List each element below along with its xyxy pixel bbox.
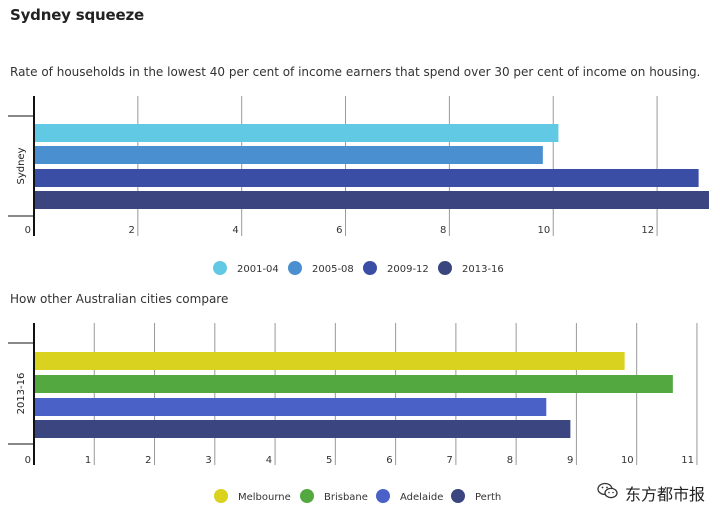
cities-category-label: 2013-16	[16, 373, 27, 415]
sydney-bar-2001-04	[35, 124, 559, 142]
chart-subtitle: Rate of households in the lowest 40 per …	[10, 65, 701, 79]
cities-legend-swatch	[300, 489, 314, 503]
cities-x-tick-label: 11	[681, 455, 694, 466]
watermark-text: 东方都市报	[624, 485, 705, 504]
cities-legend-swatch	[376, 489, 390, 503]
cities-x-tick-label: 5	[326, 455, 332, 466]
cities-x-tick-label: 10	[621, 455, 634, 466]
sydney-x-tick-label: 8	[440, 225, 446, 236]
sydney-legend-swatch	[288, 261, 302, 275]
cities-legend-label: Brisbane	[324, 492, 368, 503]
sydney-legend-label: 2013-16	[462, 264, 504, 275]
sydney-legend-swatch	[213, 261, 227, 275]
cities-x-tick-label: 9	[567, 455, 573, 466]
sydney-x-tick-label: 2	[128, 225, 134, 236]
sydney-bar-2005-08	[35, 146, 543, 164]
cities-x-tick-label: 3	[205, 455, 211, 466]
cities-x-tick-label: 2	[145, 455, 151, 466]
cities-bar-melbourne	[35, 352, 625, 370]
sydney-category-label: Sydney	[16, 147, 27, 184]
sydney-x-tick-label: 10	[537, 225, 550, 236]
sydney-legend-swatch	[438, 261, 452, 275]
cities-x-tick-label: 4	[266, 455, 272, 466]
cities-x-tick-label: 0	[25, 455, 31, 466]
wechat-icon	[597, 482, 619, 504]
sydney-legend-swatch	[363, 261, 377, 275]
cities-legend-label: Melbourne	[238, 492, 291, 503]
sydney-x-tick-label: 6	[336, 225, 342, 236]
cities-x-tick-label: 6	[386, 455, 392, 466]
cities-legend-swatch	[451, 489, 465, 503]
cities-legend-label: Adelaide	[400, 492, 443, 503]
chart-title: Sydney squeeze	[10, 6, 144, 24]
sydney-x-tick-label: 12	[641, 225, 654, 236]
cities-bar-perth	[35, 420, 571, 438]
cities-bar-adelaide	[35, 398, 547, 416]
cities-legend-swatch	[214, 489, 228, 503]
sydney-legend-label: 2009-12	[387, 264, 429, 275]
cities-x-tick-label: 1	[85, 455, 91, 466]
watermark: 东方都市报	[597, 481, 705, 505]
sydney-bar-2013-16	[35, 191, 709, 209]
second-chart-subtitle: How other Australian cities compare	[10, 292, 229, 306]
cities-bar-brisbane	[35, 375, 673, 393]
sydney-bar-2009-12	[35, 169, 699, 187]
sydney-legend-label: 2001-04	[237, 264, 279, 275]
sydney-x-tick-label: 0	[25, 225, 31, 236]
cities-x-tick-label: 8	[507, 455, 513, 466]
cities-x-tick-label: 7	[447, 455, 453, 466]
cities-legend-label: Perth	[475, 492, 501, 503]
sydney-x-tick-label: 4	[232, 225, 238, 236]
sydney-legend-label: 2005-08	[312, 264, 354, 275]
